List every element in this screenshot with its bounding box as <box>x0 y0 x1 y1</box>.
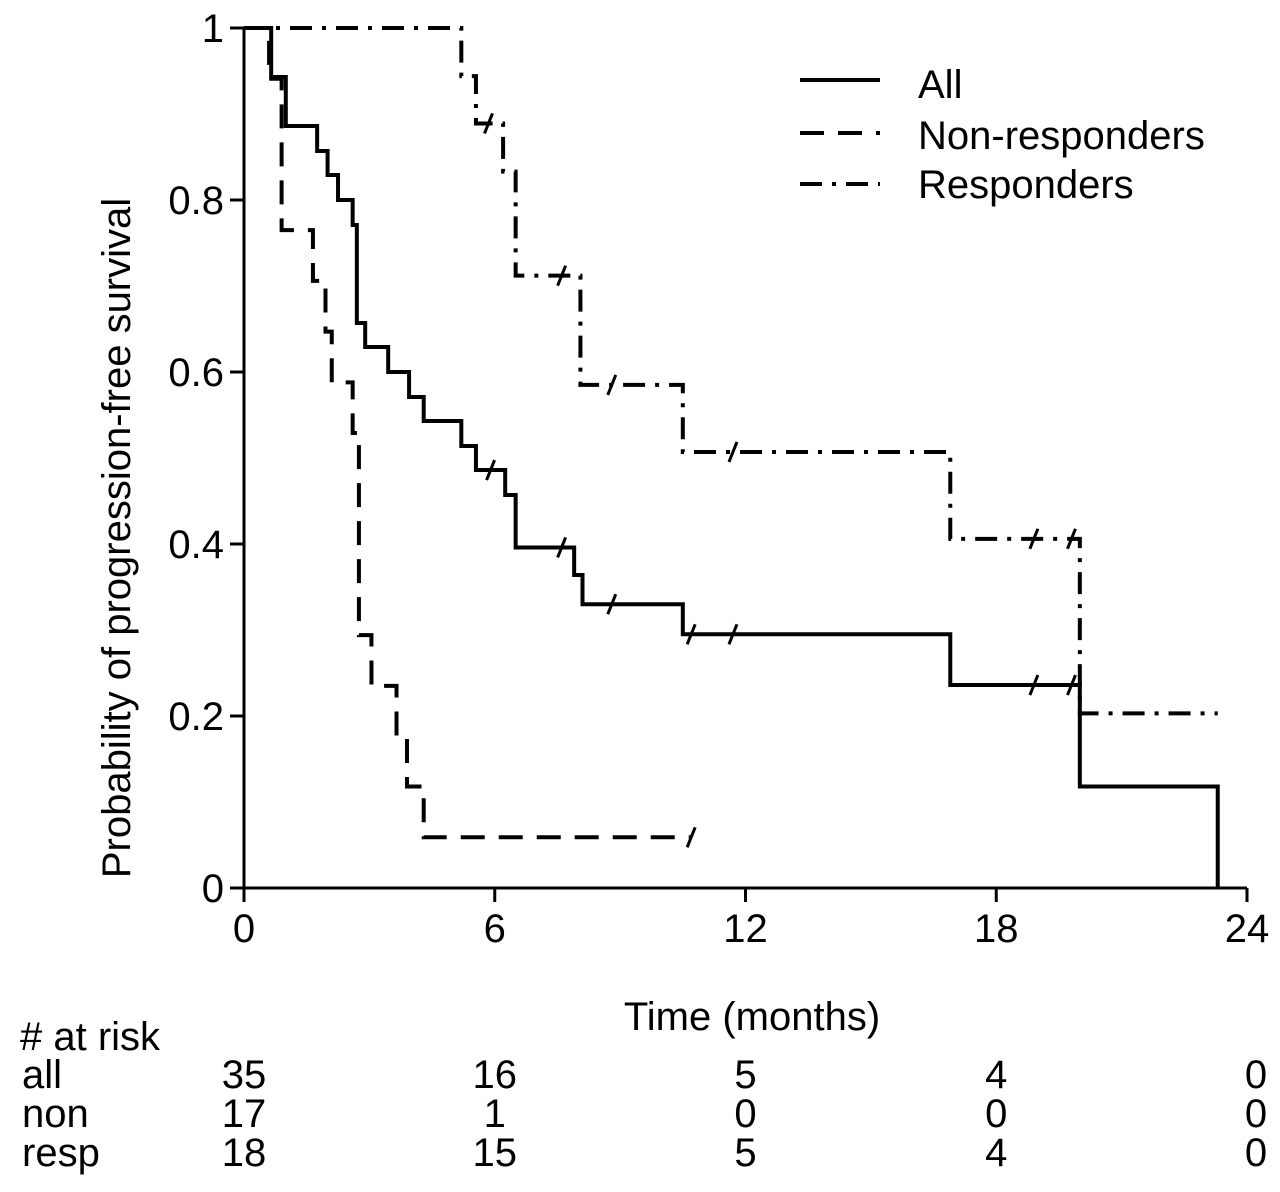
at-risk-row-label: non <box>22 1092 89 1136</box>
y-tick-label: 1 <box>202 7 224 51</box>
y-tick-label: 0.8 <box>168 179 224 223</box>
at-risk-value: 17 <box>222 1092 267 1136</box>
at-risk-value: 15 <box>473 1131 518 1175</box>
curve-all <box>244 26 1220 888</box>
at-risk-value: 5 <box>734 1053 756 1097</box>
x-tick-label: 12 <box>723 907 768 951</box>
censor-mark <box>485 459 496 481</box>
censor-mark <box>1028 528 1040 550</box>
axis-ticks: 0 0.2 0.4 0.6 0.8 1 0 6 12 18 24 <box>168 7 1269 951</box>
at-risk-row-label: all <box>22 1053 62 1097</box>
legend-label-non-responders: Non-responders <box>918 114 1205 158</box>
censor-mark <box>1028 674 1040 696</box>
x-tick-label: 24 <box>1225 907 1270 951</box>
at-risk-value: 35 <box>222 1053 267 1097</box>
curves-group <box>244 26 1220 888</box>
at-risk-value: 0 <box>734 1092 756 1136</box>
at-risk-value: 5 <box>734 1131 756 1175</box>
censor-mark <box>606 374 618 396</box>
at-risk-value: 4 <box>985 1053 1007 1097</box>
censor-mark <box>727 441 739 463</box>
censor-mark <box>556 265 568 287</box>
y-tick-label: 0.2 <box>168 695 224 739</box>
y-axis-label: Probability of progression-free survival <box>95 198 139 878</box>
censor-mark <box>727 623 739 645</box>
at-risk-value: 18 <box>222 1131 267 1175</box>
legend-label-all: All <box>918 63 962 107</box>
legend: All Non-responders Responders <box>800 63 1205 207</box>
at-risk-value: 4 <box>985 1131 1007 1175</box>
legend-label-responders: Responders <box>918 163 1134 207</box>
censor-mark <box>685 623 697 645</box>
at-risk-value: 0 <box>1245 1131 1267 1175</box>
x-axis-label: Time (months) <box>624 995 880 1039</box>
censor-mark <box>556 536 568 558</box>
at-risk-value: 16 <box>473 1053 518 1097</box>
censor-mark <box>483 112 494 135</box>
at-risk-title: # at risk <box>20 1015 161 1059</box>
at-risk-row-label: resp <box>22 1131 100 1175</box>
at-risk-value: 0 <box>1245 1092 1267 1136</box>
at-risk-value: 0 <box>985 1092 1007 1136</box>
at-risk-value: 0 <box>1245 1053 1267 1097</box>
censor-mark <box>1066 528 1077 550</box>
y-tick-label: 0 <box>202 867 224 911</box>
x-tick-label: 6 <box>484 907 506 951</box>
censor-mark <box>606 593 618 615</box>
y-tick-label: 0.6 <box>168 351 224 395</box>
x-tick-label: 0 <box>233 907 255 951</box>
x-tick-label: 18 <box>974 907 1019 951</box>
at-risk-value: 1 <box>484 1092 506 1136</box>
curve-non-responders <box>244 26 692 840</box>
censor-marks-group <box>483 112 1077 848</box>
censor-mark <box>685 826 697 848</box>
censor-mark <box>1066 674 1077 696</box>
y-tick-label: 0.4 <box>168 523 224 567</box>
curve-responders <box>244 26 1218 716</box>
